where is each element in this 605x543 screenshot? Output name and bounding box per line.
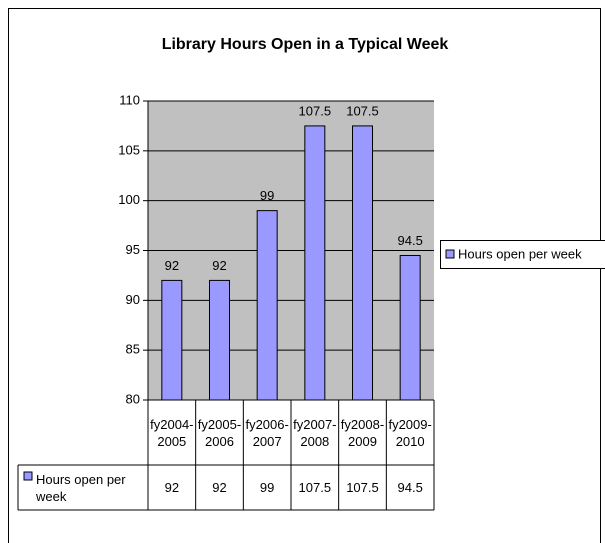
table-legend-key: [23, 471, 33, 481]
x-tick-label: fy2006-2007: [245, 416, 289, 449]
legend-box: [440, 240, 605, 269]
data-label: 107.5: [299, 103, 332, 118]
legend-label: Hours open per week: [458, 246, 582, 261]
x-tick-label: fy2008-2009: [340, 416, 385, 449]
y-tick-label: 80: [126, 391, 140, 406]
table-value: 99: [259, 480, 275, 495]
data-label: 92: [165, 258, 179, 273]
bar: [352, 125, 373, 401]
data-label: 99: [260, 188, 274, 203]
table-value: 92: [164, 480, 180, 495]
table-value: 94.5: [397, 480, 423, 495]
y-tick-label: 85: [126, 342, 140, 357]
y-tick-label: 90: [126, 292, 140, 307]
table-value: 107.5: [346, 480, 379, 495]
bar: [209, 279, 230, 401]
bar: [399, 254, 421, 401]
data-label: 92: [212, 258, 226, 273]
chart-title: Library Hours Open in a Typical Week: [162, 36, 449, 53]
legend-key: [445, 249, 455, 259]
bar: [256, 210, 278, 401]
table-value: 92: [212, 480, 227, 495]
x-tick-label: fy2005-2006: [197, 416, 242, 449]
y-tick-label: 105: [118, 142, 140, 157]
x-tick-label: fy2004-2005: [150, 416, 194, 449]
x-tick-label: fy2009-2010: [388, 416, 432, 449]
bar: [304, 125, 326, 401]
table-value: 107.5: [298, 480, 332, 495]
bar: [161, 279, 183, 401]
y-tick-label: 110: [119, 92, 140, 107]
data-label: 107.5: [346, 103, 379, 118]
data-label: 94.5: [398, 233, 423, 248]
table-series-name: Hours open per week: [36, 471, 126, 504]
x-tick-label: fy2007-2008: [293, 416, 337, 449]
y-tick-label: 100: [118, 192, 140, 207]
y-tick-label: 95: [126, 242, 140, 257]
